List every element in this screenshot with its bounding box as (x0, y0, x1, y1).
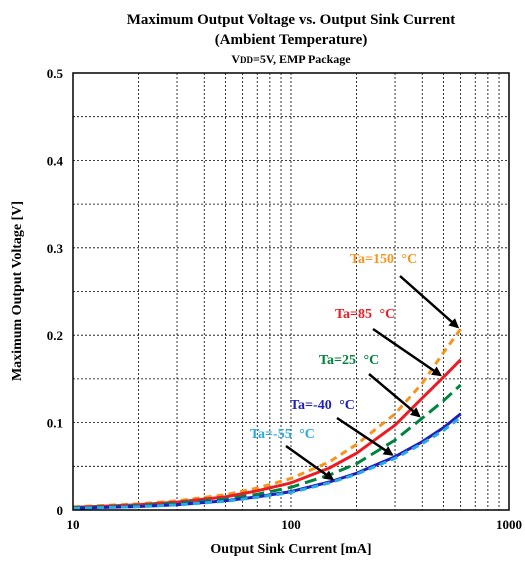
chart-title: Maximum Output Voltage vs. Output Sink C… (127, 12, 456, 28)
x-tick-label: 100 (281, 517, 301, 532)
y-tick-label: 0.5 (47, 66, 64, 81)
y-axis-label: Maximum Output Voltage [V] (10, 201, 25, 381)
series-label-name: Ta=85 (335, 307, 376, 322)
y-tick-label: 0.3 (47, 241, 64, 256)
annotation-arrow (285, 444, 335, 481)
x-tick-label: 1000 (496, 517, 522, 532)
subtitle-rest: =5V, EMP Package (253, 52, 351, 66)
series-label: Ta=150 °C (350, 252, 417, 267)
annotation-arrow (372, 327, 443, 377)
y-tick-label: 0.2 (47, 328, 63, 343)
subtitle-sub: DD (240, 55, 253, 65)
series-label-name: Ta=150 (350, 252, 398, 267)
x-tick-label: 10 (67, 517, 80, 532)
series-label-name: Ta=25 (319, 353, 360, 368)
annotation-arrow (336, 416, 394, 456)
x-axis-label: Output Sink Current [mA] (210, 542, 371, 557)
series-label: Ta=-40 °C (290, 398, 355, 413)
series-label: Ta=25 °C (319, 353, 379, 368)
plot-frame (72, 72, 510, 511)
subtitle-v: V (231, 52, 240, 66)
series-label-degree: °C (364, 353, 380, 368)
y-tick-label: 0.4 (47, 153, 64, 168)
series-label: Ta=-55 °C (250, 427, 315, 442)
grid (73, 73, 509, 510)
series-label-degree: °C (299, 427, 315, 442)
series-label-name: Ta=-40 (290, 398, 335, 413)
series-label: Ta=85 °C (335, 307, 395, 322)
series-line (73, 416, 462, 510)
series-label-degree: °C (339, 398, 355, 413)
y-tick-label: 0 (57, 503, 64, 518)
series-label-degree: °C (402, 252, 418, 267)
annotation-arrow (368, 373, 421, 418)
series-label-degree: °C (380, 307, 396, 322)
chart-subtitle: VDD=5V, EMP Package (231, 52, 351, 66)
annotations: Ta=150 °CTa=85 °CTa=25 °CTa=-40 °CTa=-55… (250, 252, 460, 481)
series-group (73, 328, 462, 510)
chart-title-line2: (Ambient Temperature) (215, 32, 368, 48)
tick-labels: 10 100 1000 0 0.1 0.2 0.3 0.4 0.5 (47, 66, 522, 532)
annotation-arrow (399, 275, 460, 329)
y-tick-label: 0.1 (47, 416, 63, 431)
series-label-name: Ta=-55 (250, 427, 295, 442)
